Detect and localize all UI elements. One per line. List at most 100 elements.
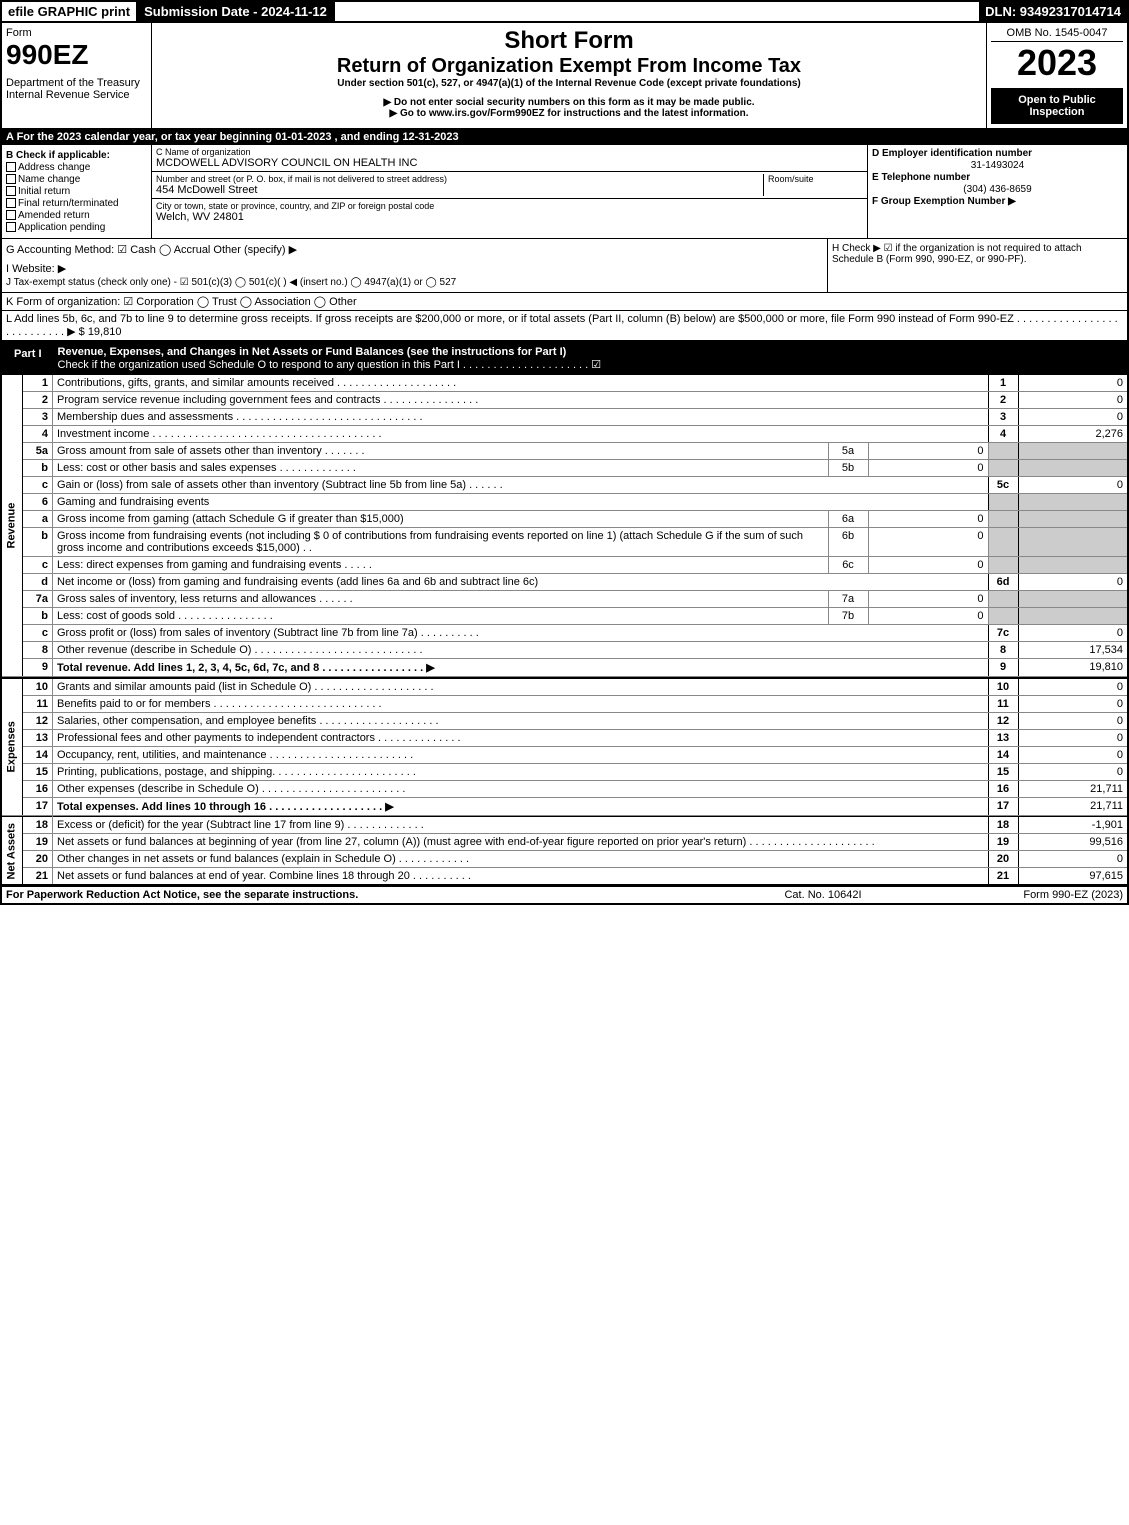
- section-a: A For the 2023 calendar year, or tax yea…: [0, 129, 1129, 145]
- sub-value: 0: [868, 443, 988, 460]
- line-number: 19: [988, 834, 1018, 851]
- section-c: C Name of organization MCDOWELL ADVISORY…: [152, 145, 867, 238]
- shade-cell: [988, 494, 1018, 511]
- website: I Website: ▶: [6, 262, 823, 275]
- vertical-label: Revenue: [1, 375, 23, 677]
- row-desc: Total expenses. Add lines 10 through 16 …: [53, 798, 989, 816]
- row-number: c: [23, 625, 53, 642]
- section-h: H Check ▶ ☑ if the organization is not r…: [827, 239, 1127, 292]
- goto-link[interactable]: ▶ Go to www.irs.gov/Form990EZ for instru…: [156, 108, 982, 119]
- row-desc: Gross profit or (loss) from sales of inv…: [53, 625, 989, 642]
- part1-header: Part I Revenue, Expenses, and Changes in…: [0, 342, 1129, 375]
- row-desc: Gaming and fundraising events: [53, 494, 989, 511]
- row-number: 21: [23, 868, 53, 886]
- table-row: cLess: direct expenses from gaming and f…: [1, 557, 1128, 574]
- sub-line: 6a: [828, 511, 868, 528]
- line-value: 21,711: [1018, 781, 1128, 798]
- cb-amended: Amended return: [6, 210, 147, 221]
- sub-value: 0: [868, 591, 988, 608]
- shade-cell: [1018, 511, 1128, 528]
- sub-line: 5b: [828, 460, 868, 477]
- revenue-table: Revenue 1Contributions, gifts, grants, an…: [0, 375, 1129, 677]
- row-number: 11: [23, 696, 53, 713]
- table-row: 20Other changes in net assets or fund ba…: [1, 851, 1128, 868]
- row-desc: Salaries, other compensation, and employ…: [53, 713, 989, 730]
- d-label: D Employer identification number: [872, 148, 1123, 159]
- table-row: Expenses10Grants and similar amounts pai…: [1, 678, 1128, 696]
- row-desc: Gross income from fundraising events (no…: [53, 528, 829, 557]
- form-label: Form: [6, 27, 147, 39]
- line-number: 4: [988, 426, 1018, 443]
- line-number: 1: [988, 375, 1018, 392]
- efile-label[interactable]: efile GRAPHIC print: [2, 2, 138, 21]
- line-value: 0: [1018, 696, 1128, 713]
- dept-label: Department of the Treasury Internal Reve…: [6, 77, 147, 101]
- paperwork-notice: For Paperwork Reduction Act Notice, see …: [6, 889, 723, 901]
- row-number: 18: [23, 817, 53, 834]
- section-k: K Form of organization: ☑ Corporation ◯ …: [0, 293, 1129, 311]
- sub-line: 5a: [828, 443, 868, 460]
- shade-cell: [1018, 494, 1128, 511]
- row-number: 6: [23, 494, 53, 511]
- vertical-label: Net Assets: [1, 817, 23, 886]
- cb-address: Address change: [6, 162, 147, 173]
- line-value: 0: [1018, 392, 1128, 409]
- row-desc: Excess or (deficit) for the year (Subtra…: [53, 817, 989, 834]
- room-label: Room/suite: [768, 174, 863, 184]
- row-desc: Net income or (loss) from gaming and fun…: [53, 574, 989, 591]
- line-number: 17: [988, 798, 1018, 816]
- sub-value: 0: [868, 557, 988, 574]
- line-value: 19,810: [1018, 659, 1128, 677]
- f-label: F Group Exemption Number ▶: [872, 196, 1123, 207]
- sub-value: 0: [868, 511, 988, 528]
- row-desc: Program service revenue including govern…: [53, 392, 989, 409]
- row-number: b: [23, 528, 53, 557]
- row-desc: Other revenue (describe in Schedule O) .…: [53, 642, 989, 659]
- line-number: 3: [988, 409, 1018, 426]
- row-desc: Occupancy, rent, utilities, and maintena…: [53, 747, 989, 764]
- ssn-notice: ▶ Do not enter social security numbers o…: [156, 97, 982, 108]
- submission-date: Submission Date - 2024-11-12: [138, 2, 335, 21]
- row-desc: Investment income . . . . . . . . . . . …: [53, 426, 989, 443]
- line-value: 0: [1018, 730, 1128, 747]
- table-row: cGross profit or (loss) from sales of in…: [1, 625, 1128, 642]
- vertical-label: Expenses: [1, 678, 23, 816]
- sub-value: 0: [868, 460, 988, 477]
- section-b-label: B Check if applicable:: [6, 150, 147, 161]
- line-value: 99,516: [1018, 834, 1128, 851]
- form-number: 990EZ: [6, 39, 147, 71]
- line-number: 6d: [988, 574, 1018, 591]
- shade-cell: [1018, 443, 1128, 460]
- table-row: 4Investment income . . . . . . . . . . .…: [1, 426, 1128, 443]
- under-section: Under section 501(c), 527, or 4947(a)(1)…: [156, 78, 982, 89]
- row-number: 14: [23, 747, 53, 764]
- row-desc: Contributions, gifts, grants, and simila…: [53, 375, 989, 392]
- table-row: bLess: cost of goods sold . . . . . . . …: [1, 608, 1128, 625]
- table-row: 19Net assets or fund balances at beginni…: [1, 834, 1128, 851]
- shade-cell: [988, 591, 1018, 608]
- row-number: c: [23, 557, 53, 574]
- shade-cell: [1018, 528, 1128, 557]
- row-desc: Net assets or fund balances at end of ye…: [53, 868, 989, 886]
- part1-label: Part I: [6, 346, 50, 371]
- section-l: L Add lines 5b, 6c, and 7b to line 9 to …: [0, 311, 1129, 342]
- right-info: D Employer identification number 31-1493…: [867, 145, 1127, 238]
- sub-value: 0: [868, 528, 988, 557]
- table-row: aGross income from gaming (attach Schedu…: [1, 511, 1128, 528]
- return-title: Return of Organization Exempt From Incom…: [156, 55, 982, 78]
- phone: (304) 436-8659: [872, 184, 1123, 195]
- city-label: City or town, state or province, country…: [156, 201, 863, 211]
- part1-check: Check if the organization used Schedule …: [58, 359, 602, 371]
- row-number: c: [23, 477, 53, 494]
- row-number: 13: [23, 730, 53, 747]
- sub-line: 7a: [828, 591, 868, 608]
- table-row: 17Total expenses. Add lines 10 through 1…: [1, 798, 1128, 816]
- line-number: 10: [988, 678, 1018, 696]
- cb-name: Name change: [6, 174, 147, 185]
- netasset-table: Net Assets18Excess or (deficit) for the …: [0, 816, 1129, 886]
- table-row: 5aGross amount from sale of assets other…: [1, 443, 1128, 460]
- line-number: 12: [988, 713, 1018, 730]
- shade-cell: [988, 528, 1018, 557]
- sub-line: 7b: [828, 608, 868, 625]
- line-number: 18: [988, 817, 1018, 834]
